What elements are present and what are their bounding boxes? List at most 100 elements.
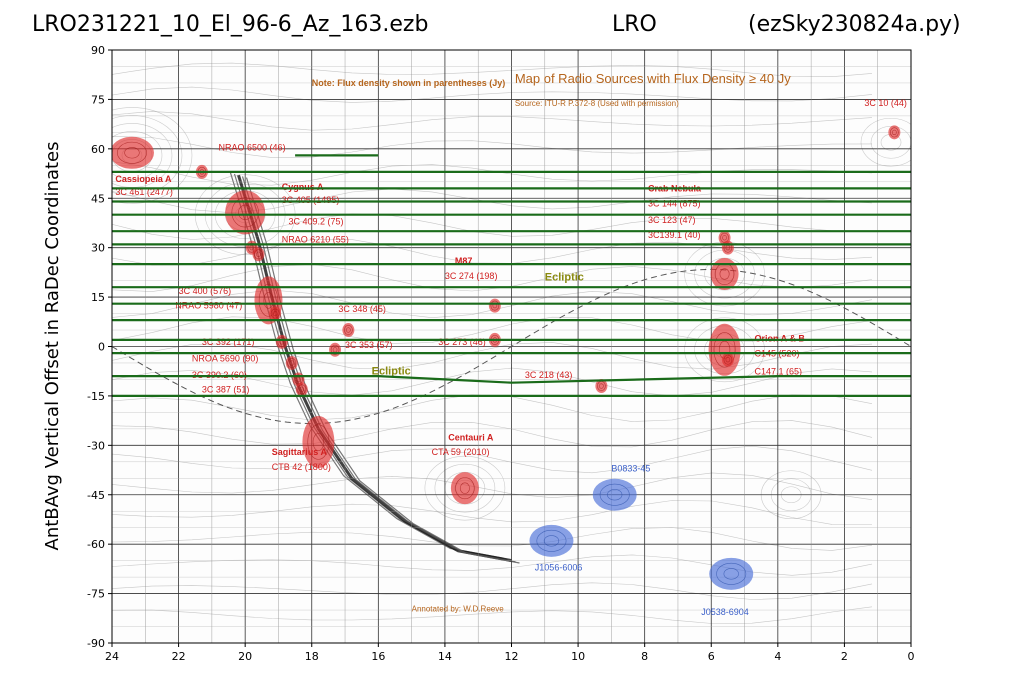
y-tick-label: 90 <box>91 44 105 57</box>
contour-ring <box>112 131 163 180</box>
radio-source-marker <box>592 478 637 511</box>
radio-source-ring <box>254 249 263 260</box>
radio-source-ring <box>299 386 305 392</box>
x-tick-label: 2 <box>841 650 848 663</box>
map-label: Sagittarius A <box>272 447 328 457</box>
y-tick-label: -90 <box>87 637 105 650</box>
contour-line <box>112 606 873 624</box>
radio-source-ring <box>490 300 500 311</box>
contour-line <box>112 289 873 319</box>
contour-ring <box>112 115 183 196</box>
grid <box>112 50 911 643</box>
contour-line <box>112 86 873 103</box>
x-tick-label: 8 <box>641 650 648 663</box>
x-tick-label: 12 <box>505 650 519 663</box>
y-tick-label: -60 <box>87 538 105 551</box>
radio-source-ring <box>599 483 630 506</box>
contour-ring <box>434 463 496 513</box>
radio-source-ring <box>297 384 307 395</box>
radio-source-ring <box>117 141 147 164</box>
map-label: C147.1 (65) <box>755 367 803 377</box>
contour-line <box>112 420 873 448</box>
radio-source-ring <box>607 489 623 501</box>
radio-source-ring <box>272 310 278 317</box>
radio-source-marker <box>302 416 335 469</box>
radio-source-ring <box>312 433 325 452</box>
radio-source-ring <box>270 308 280 319</box>
contour-line <box>112 239 873 266</box>
map-label: Ecliptic <box>545 272 584 284</box>
map-label: B0833-45 <box>611 464 650 474</box>
radio-source-ring <box>723 354 733 365</box>
y-tick-label: 75 <box>91 93 105 106</box>
header-center: LRO <box>612 12 657 37</box>
contour-ring <box>424 455 506 521</box>
map-label: 3C 353 (57) <box>345 340 393 350</box>
contour-line <box>112 500 873 525</box>
radio-source-ring <box>723 242 733 253</box>
map-label: NROA 5690 (90) <box>192 353 259 363</box>
map-label: 3C 348 (45) <box>338 304 386 314</box>
map-label: Ecliptic <box>372 366 411 378</box>
galactic-plane-contour <box>245 177 520 564</box>
map-label: Note: Flux density shown in parentheses … <box>312 78 506 88</box>
map-label: 3C 409.2 (75) <box>288 217 343 227</box>
radio-source-ring <box>543 535 560 547</box>
radio-source-ring <box>723 568 739 580</box>
radio-source-ring <box>716 562 747 585</box>
map-label: 3C 144 (875) <box>648 198 701 208</box>
map-label: 3C 392 (171) <box>202 337 255 347</box>
radio-source-ring <box>346 327 351 333</box>
map-label: Map of Radio Sources with Flux Density ≥… <box>515 71 791 86</box>
map-label: 3C 273 (46) <box>438 337 486 347</box>
header-left: LRO231221_10_El_96-6_Az_163.ezb <box>32 12 429 37</box>
y-tick-label: 60 <box>91 143 105 156</box>
x-tick-label: 6 <box>708 650 715 663</box>
map-label: NRAO 5980 (47) <box>175 301 242 311</box>
ecliptic-curve <box>112 268 911 425</box>
contour-line <box>112 263 873 292</box>
map-label: Annotated by: W.D.Reeve <box>412 605 505 614</box>
contour-line <box>112 445 873 474</box>
y-axis: 90 75 60 45 30 15 0 -15 -30 -45 -60 -75 -90 <box>87 44 112 650</box>
galactic-plane-contour <box>229 172 504 559</box>
contour-ring <box>870 125 911 159</box>
map-label: 3C 218 (43) <box>525 370 573 380</box>
contour-line <box>112 367 873 397</box>
x-tick-label: 0 <box>908 650 915 663</box>
x-tick-label: 20 <box>238 650 252 663</box>
galactic-plane-contour <box>241 176 516 563</box>
radio-source-ring <box>892 129 897 135</box>
radio-source-ring <box>890 127 899 138</box>
x-axis: 24 22 20 18 16 14 12 10 8 6 4 2 0 <box>105 643 915 663</box>
radio-source-marker <box>225 190 266 235</box>
header-right: (ezSky230824a.py) <box>748 12 961 37</box>
radio-source-ring <box>231 197 259 228</box>
radio-source-marker <box>708 323 741 376</box>
x-tick-label: 24 <box>105 650 119 663</box>
y-tick-label: -75 <box>87 588 105 601</box>
x-tick-label: 22 <box>172 650 186 663</box>
radio-source-marker <box>450 472 479 505</box>
radio-source-ring <box>536 529 567 552</box>
radio-source-ring <box>722 235 727 241</box>
radio-source-ring <box>124 147 140 159</box>
map-label: 3C 274 (198) <box>445 271 498 281</box>
map-label: 3C 123 (47) <box>648 215 696 225</box>
radio-source-ring <box>599 383 604 389</box>
map-label: NRAO 6210 (55) <box>282 235 349 245</box>
map-label: Centauri A <box>448 432 494 442</box>
map-label: CTB 42 (1800) <box>272 462 331 472</box>
ecliptic-line <box>112 268 911 425</box>
x-tick-label: 14 <box>438 650 452 663</box>
x-tick-label: 4 <box>774 650 781 663</box>
map-label: 3C 405 (1495) <box>282 195 340 205</box>
y-tick-label: -45 <box>87 489 105 502</box>
map-label: CTA 59 (2010) <box>432 447 490 457</box>
map-label: Source: ITU-R P.372-8 (Used with permiss… <box>515 99 679 108</box>
radio-source-marker <box>710 258 739 291</box>
radio-source-marker <box>529 524 574 557</box>
data-series <box>112 154 911 397</box>
galactic-plane-contour <box>237 174 512 563</box>
